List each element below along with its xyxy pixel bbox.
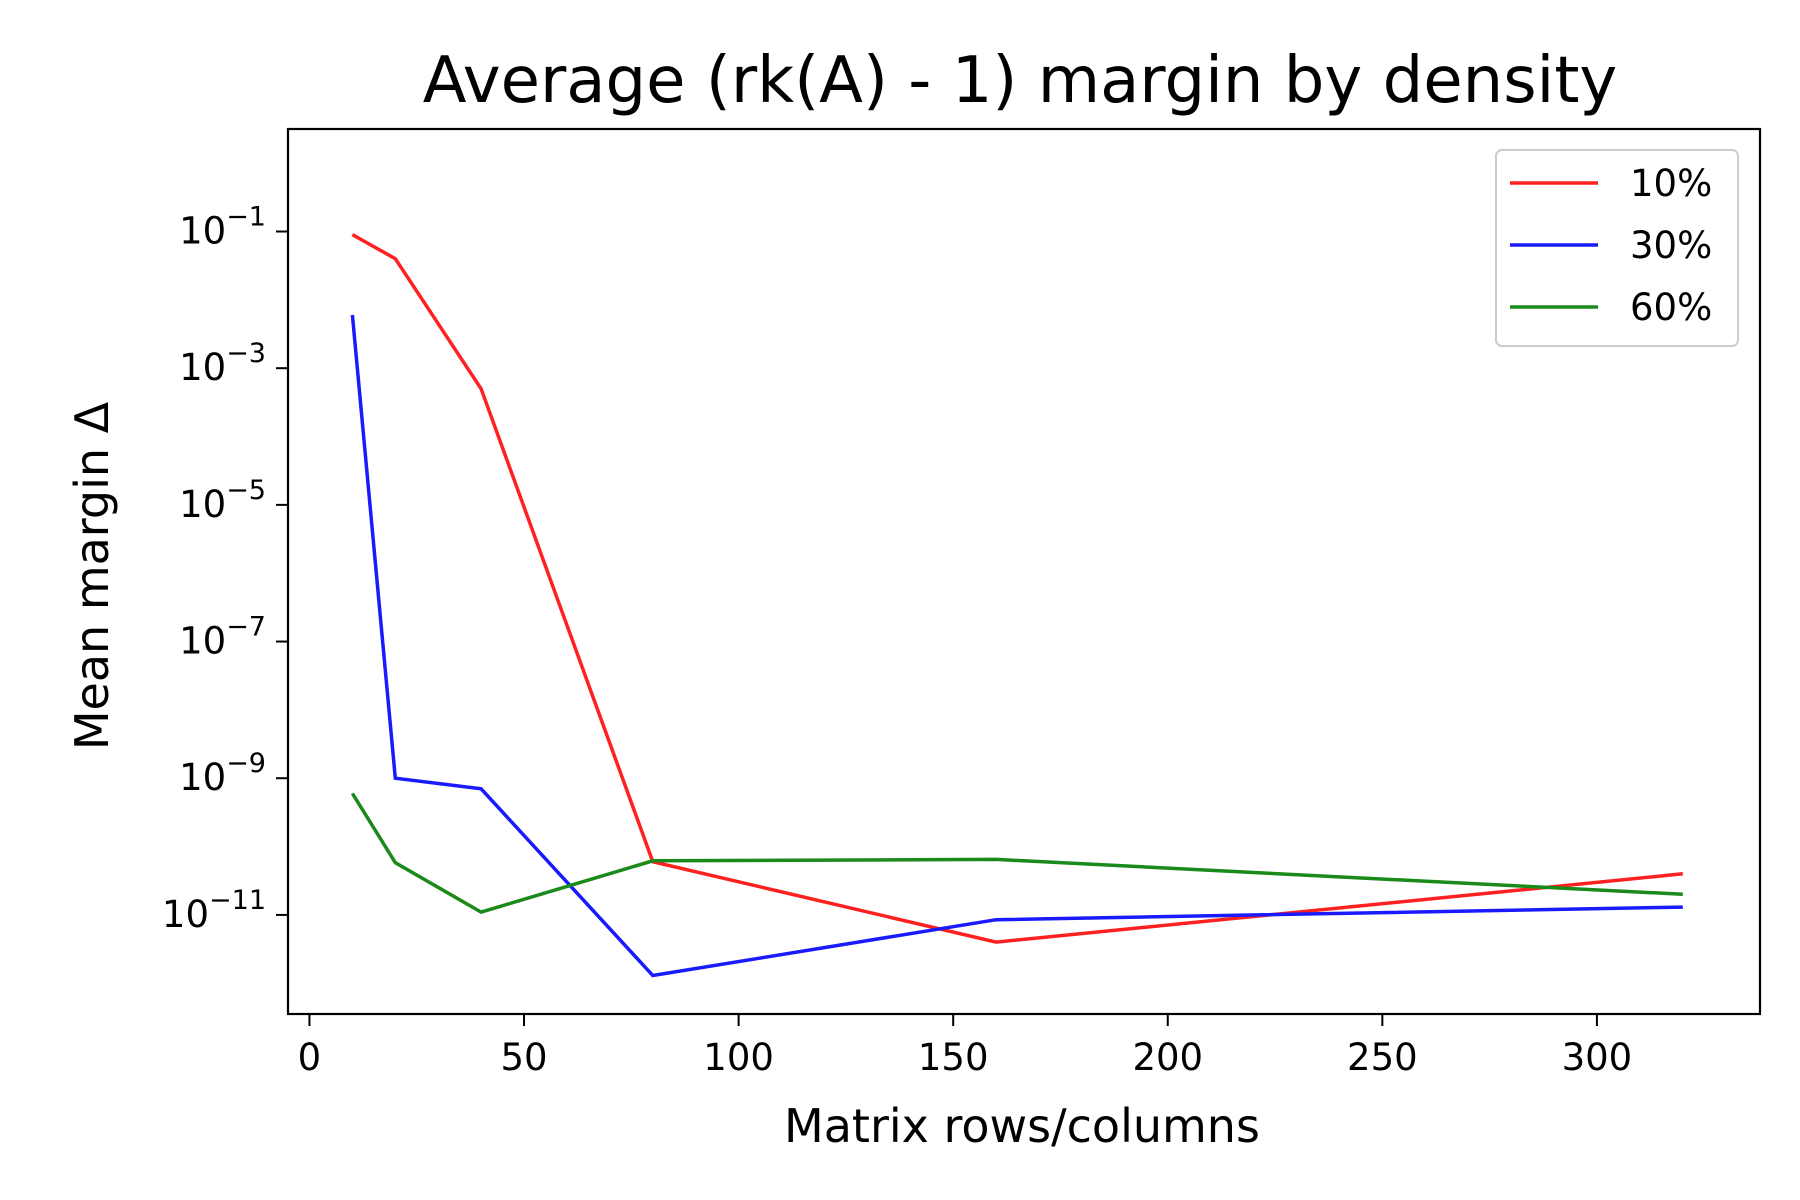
legend: 10% 30% 60% bbox=[1495, 149, 1739, 347]
x-tick-label-0: 0 bbox=[298, 1036, 322, 1079]
x-axis-label: Matrix rows/columns bbox=[784, 1099, 1260, 1153]
legend-label-10pct: 10% bbox=[1630, 162, 1712, 205]
chart-title: Average (rk(A) - 1) margin by density bbox=[423, 44, 1618, 118]
y-tick-label--3: 10−3 bbox=[179, 338, 266, 389]
x-tick-label-250: 250 bbox=[1347, 1036, 1418, 1079]
y-tick-label--5: 10−5 bbox=[179, 475, 266, 526]
plot-area: 0 50 100 150 200 250 300 10−1 10−3 10−5 10−7 10−9 10… bbox=[162, 127, 1762, 1079]
legend-label-30pct: 30% bbox=[1630, 224, 1712, 267]
x-tick-label-50: 50 bbox=[500, 1036, 547, 1079]
y-axis-label: Mean margin Δ bbox=[65, 401, 119, 750]
series-line-60pct bbox=[350, 792, 1683, 914]
y-tick-label--1: 10−1 bbox=[179, 202, 266, 253]
legend-box bbox=[1495, 149, 1739, 347]
x-tick-label-150: 150 bbox=[918, 1036, 989, 1079]
y-tick-label--9: 10−9 bbox=[179, 748, 266, 799]
series-line-10pct bbox=[351, 233, 1683, 944]
plot-frame bbox=[286, 127, 1762, 1016]
x-tick-label-100: 100 bbox=[703, 1036, 774, 1079]
y-tick-label--11: 10−11 bbox=[162, 885, 266, 936]
legend-label-60pct: 60% bbox=[1630, 286, 1712, 329]
series-line-30pct bbox=[350, 314, 1683, 978]
y-tick-label--7: 10−7 bbox=[179, 612, 266, 663]
x-tick-label-200: 200 bbox=[1132, 1036, 1203, 1079]
x-tick-label-300: 300 bbox=[1562, 1036, 1633, 1079]
